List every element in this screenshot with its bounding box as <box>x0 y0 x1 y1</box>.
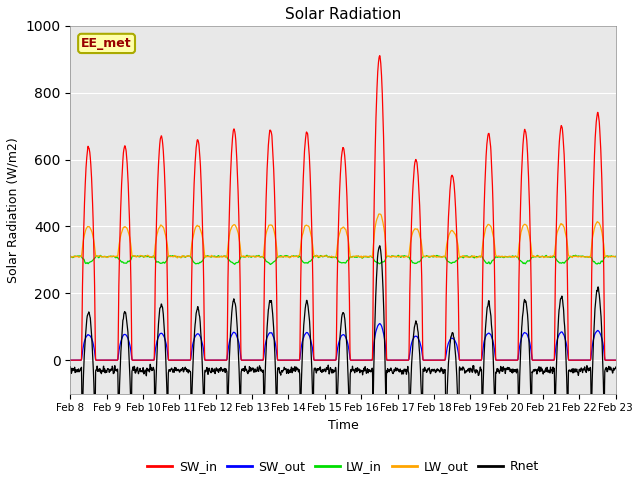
LW_out <box>219 254 227 260</box>
Rnet <box>371 337 378 343</box>
LW_in <box>579 253 587 259</box>
X-axis label: Time: Time <box>328 419 358 432</box>
Rnet <box>219 368 227 373</box>
SW_out <box>67 357 74 363</box>
LW_in <box>612 253 620 259</box>
LW_out <box>359 254 367 260</box>
LW_out <box>612 254 620 260</box>
LW_out <box>375 211 383 217</box>
LW_in <box>266 262 274 267</box>
LW_in <box>219 254 227 260</box>
SW_in <box>376 53 383 59</box>
SW_out <box>502 357 509 363</box>
LW_in <box>67 254 74 260</box>
Line: LW_out: LW_out <box>70 214 616 258</box>
SW_in <box>579 357 587 363</box>
Title: Solar Radiation: Solar Radiation <box>285 7 401 22</box>
SW_in <box>612 357 620 363</box>
LW_in <box>564 257 572 263</box>
SW_in <box>564 295 572 300</box>
LW_out <box>67 253 74 259</box>
Rnet <box>67 364 74 370</box>
SW_out <box>376 321 383 326</box>
SW_in <box>219 357 227 363</box>
Line: Rnet: Rnet <box>70 246 616 427</box>
LW_out <box>371 227 378 233</box>
Rnet <box>612 364 620 370</box>
Line: SW_out: SW_out <box>70 324 616 360</box>
Rnet <box>376 243 383 249</box>
Text: EE_met: EE_met <box>81 37 132 50</box>
Y-axis label: Solar Radiation (W/m2): Solar Radiation (W/m2) <box>7 137 20 283</box>
LW_in <box>502 253 509 259</box>
SW_out <box>579 357 587 363</box>
SW_in <box>67 357 74 363</box>
SW_out <box>371 336 378 342</box>
LW_in <box>359 255 367 261</box>
LW_in <box>371 258 378 264</box>
Legend: SW_in, SW_out, LW_in, LW_out, Rnet: SW_in, SW_out, LW_in, LW_out, Rnet <box>142 455 543 478</box>
SW_out <box>564 350 572 356</box>
Rnet <box>579 366 587 372</box>
Rnet <box>564 413 572 419</box>
SW_out <box>359 357 367 363</box>
LW_out <box>502 254 509 260</box>
LW_out <box>564 248 572 254</box>
Rnet <box>502 367 509 372</box>
LW_out <box>579 253 587 259</box>
Line: LW_in: LW_in <box>70 255 616 264</box>
Line: SW_in: SW_in <box>70 56 616 360</box>
Rnet <box>359 372 367 378</box>
SW_out <box>612 357 620 363</box>
LW_out <box>358 255 366 261</box>
Rnet <box>442 424 450 430</box>
SW_in <box>502 357 509 363</box>
SW_out <box>219 357 227 363</box>
SW_in <box>371 183 378 189</box>
LW_in <box>572 252 579 258</box>
SW_in <box>359 357 367 363</box>
